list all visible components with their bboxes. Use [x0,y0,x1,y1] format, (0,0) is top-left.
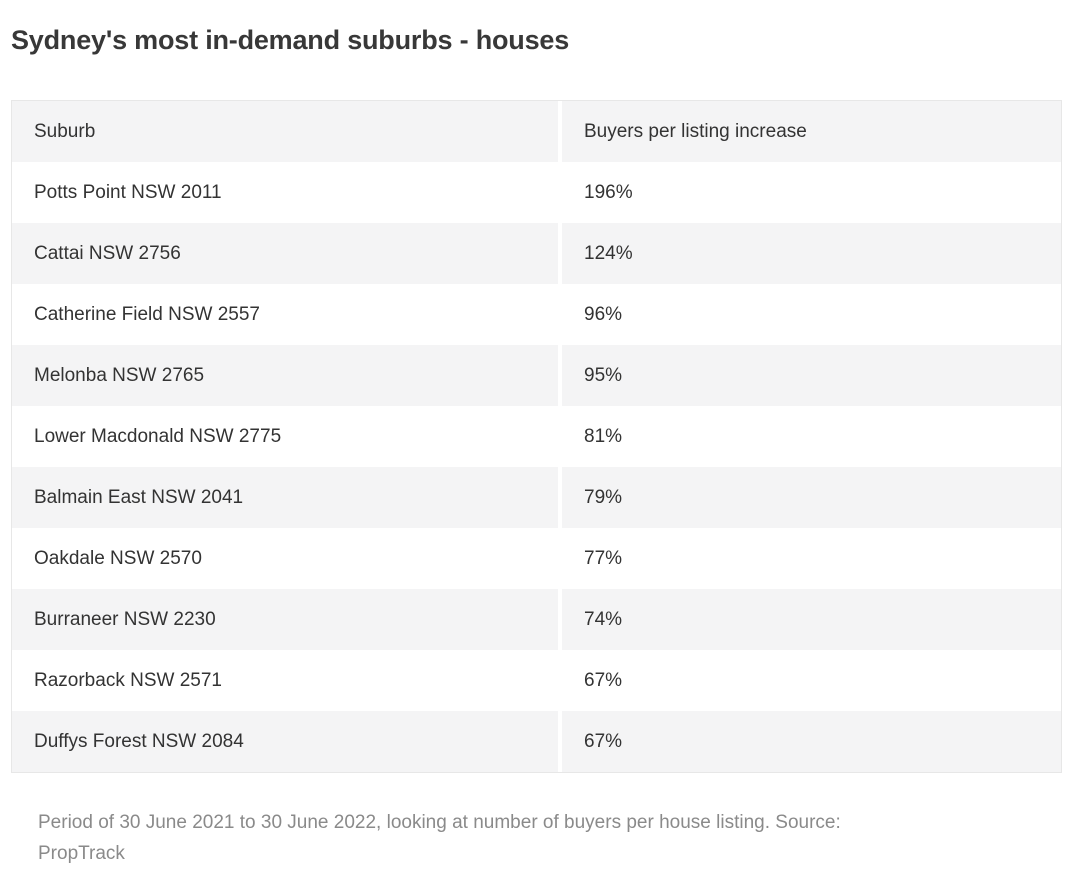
table-row: Catherine Field NSW 2557 96% [12,284,1061,345]
table-row: Razorback NSW 2571 67% [12,650,1061,711]
column-divider [558,589,562,650]
suburb-cell: Cattai NSW 2756 [12,223,558,284]
column-divider [558,467,562,528]
table-row: Oakdale NSW 2570 77% [12,528,1061,589]
suburb-cell: Melonba NSW 2765 [12,345,558,406]
increase-cell: 124% [562,223,1061,284]
table-body: Potts Point NSW 2011 196% Cattai NSW 275… [12,162,1061,772]
increase-cell: 77% [562,528,1061,589]
suburb-cell: Potts Point NSW 2011 [12,162,558,223]
column-divider [558,162,562,223]
column-divider [558,650,562,711]
suburb-cell: Oakdale NSW 2570 [12,528,558,589]
column-header-suburb: Suburb [12,101,558,162]
suburb-cell: Balmain East NSW 2041 [12,467,558,528]
column-divider [558,101,562,162]
increase-cell: 95% [562,345,1061,406]
increase-cell: 196% [562,162,1061,223]
suburb-cell: Razorback NSW 2571 [12,650,558,711]
column-divider [558,284,562,345]
column-divider [558,223,562,284]
table-header-row: Suburb Buyers per listing increase [12,101,1061,162]
increase-cell: 67% [562,650,1061,711]
table-row: Melonba NSW 2765 95% [12,345,1061,406]
table-row: Cattai NSW 2756 124% [12,223,1061,284]
suburb-cell: Lower Macdonald NSW 2775 [12,406,558,467]
suburbs-table: Suburb Buyers per listing increase Potts… [11,100,1062,773]
increase-cell: 67% [562,711,1061,772]
column-divider [558,711,562,772]
page: Sydney's most in-demand suburbs - houses… [0,24,1080,885]
source-note: Period of 30 June 2021 to 30 June 2022, … [38,807,1040,869]
increase-cell: 79% [562,467,1061,528]
page-title: Sydney's most in-demand suburbs - houses [11,25,570,55]
table-row: Lower Macdonald NSW 2775 81% [12,406,1061,467]
suburb-cell: Catherine Field NSW 2557 [12,284,558,345]
table-row: Balmain East NSW 2041 79% [12,467,1061,528]
table-row: Potts Point NSW 2011 196% [12,162,1061,223]
increase-cell: 81% [562,406,1061,467]
column-divider [558,528,562,589]
column-header-increase: Buyers per listing increase [562,101,1061,162]
table-row: Burraneer NSW 2230 74% [12,589,1061,650]
source-note-line: Period of 30 June 2021 to 30 June 2022, … [38,812,841,833]
column-divider [558,406,562,467]
suburb-cell: Duffys Forest NSW 2084 [12,711,558,772]
increase-cell: 74% [562,589,1061,650]
column-divider [558,345,562,406]
source-note-line: PropTrack [38,843,125,864]
table-row: Duffys Forest NSW 2084 67% [12,711,1061,772]
suburb-cell: Burraneer NSW 2230 [12,589,558,650]
increase-cell: 96% [562,284,1061,345]
